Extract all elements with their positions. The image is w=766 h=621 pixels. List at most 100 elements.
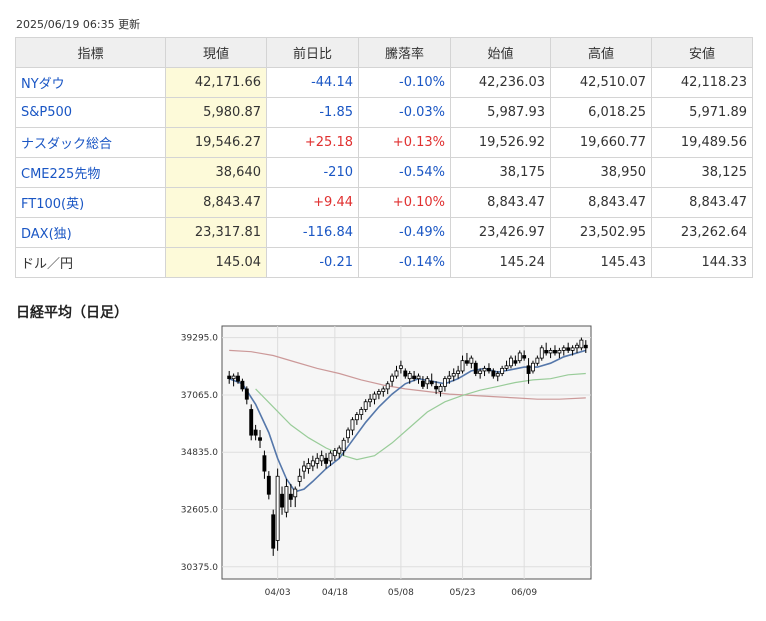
- ma-short-line: [228, 349, 587, 493]
- candle-body-down: [266, 475, 271, 495]
- index-name: ドル／円: [15, 247, 166, 278]
- chart-section-title: 日経平均（日足）: [16, 305, 128, 321]
- index-name-link[interactable]: S&P500: [15, 97, 166, 128]
- candlestick: [539, 345, 544, 361]
- candle-body-down: [403, 370, 408, 377]
- candle-body-up: [579, 339, 584, 349]
- candlestick: [354, 412, 359, 425]
- table-row: ドル／円 145.04 -0.21 -0.14% 145.24 145.43 144.33: [15, 247, 753, 278]
- candle-body-up: [284, 486, 289, 513]
- candle-body-down: [491, 370, 496, 377]
- cell-open: 145.24: [450, 247, 551, 278]
- candle-body-down: [513, 360, 518, 364]
- candle-body-up: [306, 463, 311, 469]
- y-tick-label: 32605.0: [181, 506, 218, 516]
- candle-body-up: [354, 414, 359, 421]
- candlestick: [442, 376, 447, 392]
- cell-low: 19,489.56: [651, 127, 753, 158]
- index-name-link[interactable]: CME225先物: [15, 157, 166, 188]
- candlestick: [447, 370, 452, 384]
- candlestick: [253, 424, 258, 441]
- candle-body-up: [509, 357, 513, 367]
- candlestick: [531, 360, 535, 374]
- candle-body-up: [275, 475, 280, 541]
- candlestick: [575, 342, 579, 353]
- candlestick: [504, 360, 509, 371]
- candlestick: [561, 345, 566, 356]
- candlestick: [398, 360, 403, 374]
- candlestick: [557, 347, 562, 359]
- candlestick: [548, 347, 553, 359]
- x-tick-label: 05/08: [388, 588, 414, 598]
- cell-high: 145.43: [550, 247, 652, 278]
- candlesticks: [227, 337, 588, 556]
- candle-body-up: [557, 350, 562, 354]
- candlestick: [262, 450, 267, 479]
- candlestick: [306, 458, 311, 474]
- cell-change: -0.21: [266, 247, 359, 278]
- candle-body-up: [390, 375, 395, 382]
- column-header: 騰落率: [358, 37, 451, 68]
- candlestick: [407, 370, 412, 384]
- candlestick: [368, 394, 373, 407]
- candle-body-up: [368, 398, 373, 403]
- index-name-link[interactable]: ナスダック総合: [15, 127, 166, 158]
- table-row: DAX(独) 23,317.81 -116.84 -0.49% 23,426.97 23,…: [15, 217, 753, 248]
- candle-body-up: [500, 367, 505, 374]
- cell-price: 8,843.47: [165, 187, 267, 218]
- column-header: 現値: [165, 37, 267, 68]
- candlestick: [513, 355, 518, 366]
- y-tick-label: 39295.0: [181, 334, 218, 344]
- candlestick: [460, 355, 465, 374]
- candle-body-up: [561, 347, 566, 351]
- candlestick: [381, 386, 386, 397]
- candlestick: [522, 350, 527, 361]
- candlestick: [275, 468, 280, 551]
- candlestick: [491, 368, 496, 379]
- index-name-link[interactable]: FT100(英): [15, 187, 166, 218]
- ma-long-line: [229, 349, 586, 400]
- cell-price: 19,546.27: [165, 127, 267, 158]
- cell-high: 23,502.95: [550, 217, 652, 248]
- candlestick: [284, 478, 289, 518]
- candle-body-up: [456, 370, 461, 374]
- candle-body-up: [442, 378, 447, 387]
- table-row: ナスダック総合 19,546.27 +25.18 +0.13% 19,526.92 19,…: [15, 127, 753, 158]
- table-row: FT100(英) 8,843.47 +9.44 +0.10% 8,843.47 8,843…: [15, 187, 753, 218]
- cell-low: 144.33: [651, 247, 753, 278]
- candlestick: [583, 340, 588, 353]
- candle-body-up: [447, 375, 452, 380]
- candle-body-up: [372, 393, 377, 400]
- candle-body-down: [271, 514, 276, 549]
- candle-body-up: [570, 347, 575, 351]
- candlestick: [363, 399, 368, 413]
- candlestick: [425, 376, 430, 389]
- candle-body-up: [350, 419, 355, 431]
- cell-open: 42,236.03: [450, 67, 551, 98]
- cell-price: 145.04: [165, 247, 267, 278]
- x-tick-label: 04/18: [322, 588, 348, 598]
- candle-body-up: [451, 373, 456, 377]
- candle-body-down: [253, 429, 258, 436]
- candle-body-up: [504, 365, 509, 369]
- candlestick: [244, 386, 249, 405]
- candlestick: [456, 365, 461, 379]
- candle-body-up: [337, 447, 342, 454]
- column-header: 安値: [651, 37, 753, 68]
- cell-high: 8,843.47: [550, 187, 652, 218]
- candlestick: [350, 417, 355, 436]
- candle-body-up: [438, 385, 443, 392]
- candle-body-down: [553, 350, 557, 354]
- candlestick: [315, 453, 320, 469]
- cell-pct: +0.13%: [358, 127, 451, 158]
- cell-low: 8,843.47: [651, 187, 753, 218]
- candlestick: [240, 378, 245, 392]
- candlestick: [482, 365, 487, 377]
- candlestick: [469, 355, 474, 369]
- candle-body-up: [319, 455, 324, 462]
- candle-body-down: [583, 344, 588, 349]
- y-tick-label: 37065.0: [181, 391, 218, 401]
- candlestick: [341, 437, 346, 456]
- candle-body-up: [548, 350, 553, 354]
- cell-open: 19,526.92: [450, 127, 551, 158]
